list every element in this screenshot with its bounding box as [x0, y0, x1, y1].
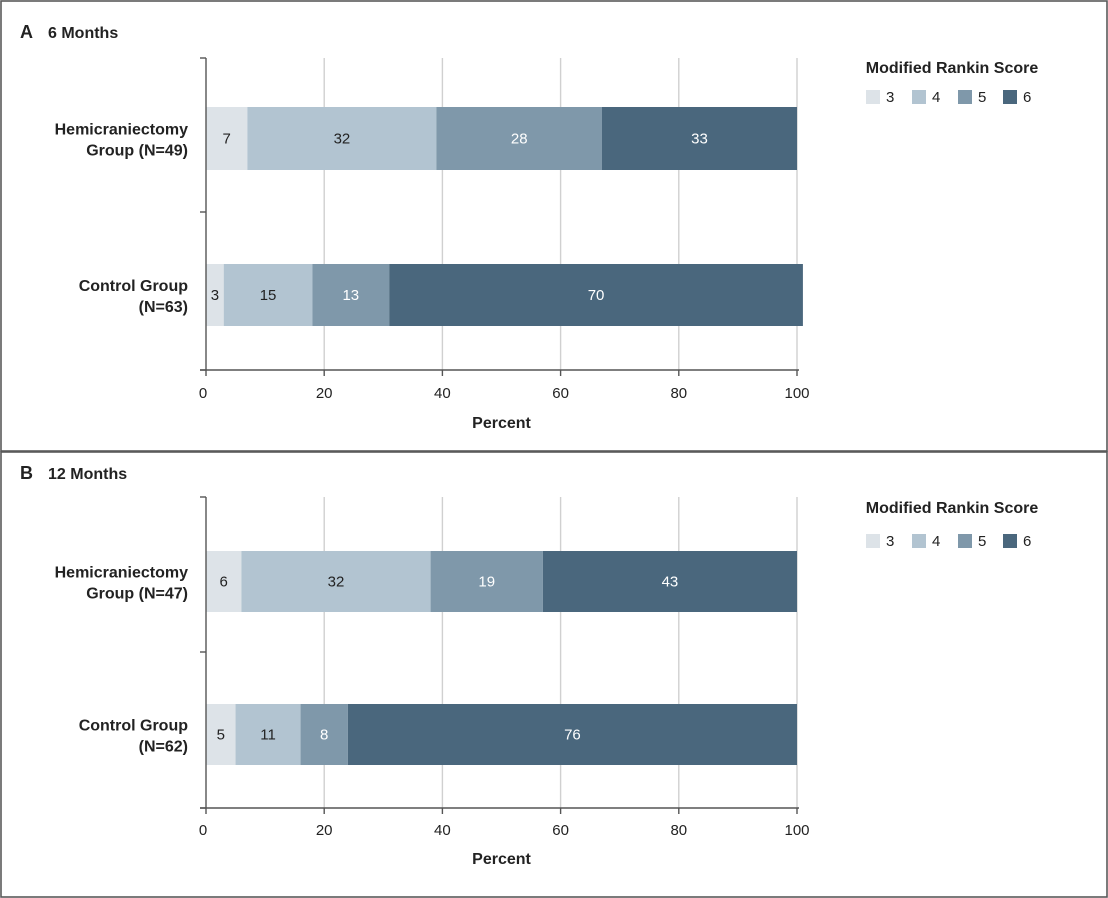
bar-data-label: 28: [511, 131, 528, 148]
bar-segment: [430, 551, 543, 612]
panel-title: 6 Months: [48, 25, 118, 42]
bar-segment: [389, 264, 803, 326]
bar-data-label: 7: [223, 131, 231, 148]
legend-label: 4: [932, 89, 940, 106]
legend-swatch: [912, 90, 926, 104]
bar-data-label: 32: [334, 131, 351, 148]
legend-swatch: [958, 534, 972, 548]
bar-segment: [206, 264, 224, 326]
x-tick-label: 40: [434, 822, 451, 839]
category-label: Control Group (N=63): [79, 278, 189, 316]
bar-data-label: 76: [564, 727, 581, 744]
bar-data-label: 11: [260, 727, 276, 744]
legend: Modified Rankin Score 3 4 5 6: [866, 60, 1039, 106]
category-label: Hemicraniectomy Group (N=49): [55, 122, 188, 160]
category-label: Hemicraniectomy Group (N=47): [55, 565, 188, 603]
bar-segment: [436, 107, 602, 170]
x-tick-label: 60: [552, 385, 569, 402]
bar-data-label: 13: [342, 287, 359, 304]
x-tick-label: 100: [784, 385, 809, 402]
bar-data-label: 33: [691, 131, 708, 148]
legend-swatch: [912, 534, 926, 548]
x-tick-label: 100: [784, 822, 809, 839]
legend-title: Modified Rankin Score: [866, 60, 1039, 77]
bar-segment: [241, 551, 431, 612]
x-axis-label: Percent: [472, 415, 531, 432]
x-tick-label: 20: [316, 822, 333, 839]
bar-data-label: 32: [328, 574, 345, 591]
bar-segment: [206, 551, 242, 612]
bar-data-label: 15: [260, 287, 277, 304]
legend-swatch: [1003, 534, 1017, 548]
x-tick-label: 80: [670, 822, 687, 839]
legend-swatch: [866, 534, 880, 548]
bar-segment: [312, 264, 390, 326]
legend-label: 6: [1023, 89, 1031, 106]
bar-data-label: 3: [211, 287, 219, 304]
legend-title: Modified Rankin Score: [866, 500, 1039, 517]
x-tick-label: 60: [552, 822, 569, 839]
bar-segment: [235, 704, 301, 765]
legend-label: 6: [1023, 533, 1031, 550]
bar-segment: [206, 704, 236, 765]
x-tick-label: 80: [670, 385, 687, 402]
legend-swatch: [958, 90, 972, 104]
panel-title: 12 Months: [48, 466, 127, 483]
bar-segment: [223, 264, 313, 326]
x-tick-label: 20: [316, 385, 333, 402]
legend-label: 4: [932, 533, 940, 550]
bar-segment: [542, 551, 797, 612]
bar-segment: [206, 107, 248, 170]
bar-data-label: 19: [478, 574, 495, 591]
legend-label: 3: [886, 89, 894, 106]
x-tick-label: 40: [434, 385, 451, 402]
bar-data-label: 43: [662, 574, 679, 591]
legend-label: 3: [886, 533, 894, 550]
bar-data-label: 5: [217, 727, 225, 744]
panel-frame: [0, 0, 1108, 452]
category-label: Control Group (N=62): [79, 718, 189, 756]
legend-label: 5: [978, 89, 986, 106]
bar-segment: [601, 107, 797, 170]
bar-segment: [300, 704, 348, 765]
x-tick-label: 0: [199, 822, 207, 839]
bar-data-label: 8: [320, 727, 328, 744]
legend: Modified Rankin Score 3 4 5 6: [866, 500, 1039, 550]
legend-swatch: [1003, 90, 1017, 104]
bar-segment: [347, 704, 797, 765]
panel-letter: A: [20, 22, 33, 42]
legend-label: 5: [978, 533, 986, 550]
panel-letter: B: [20, 463, 33, 483]
x-axis-label: Percent: [472, 851, 531, 868]
x-tick-label: 0: [199, 385, 207, 402]
panel-frame: [0, 451, 1108, 898]
legend-swatch: [866, 90, 880, 104]
bar-data-label: 6: [220, 574, 228, 591]
bar-data-label: 70: [588, 287, 605, 304]
bar-segment: [247, 107, 437, 170]
